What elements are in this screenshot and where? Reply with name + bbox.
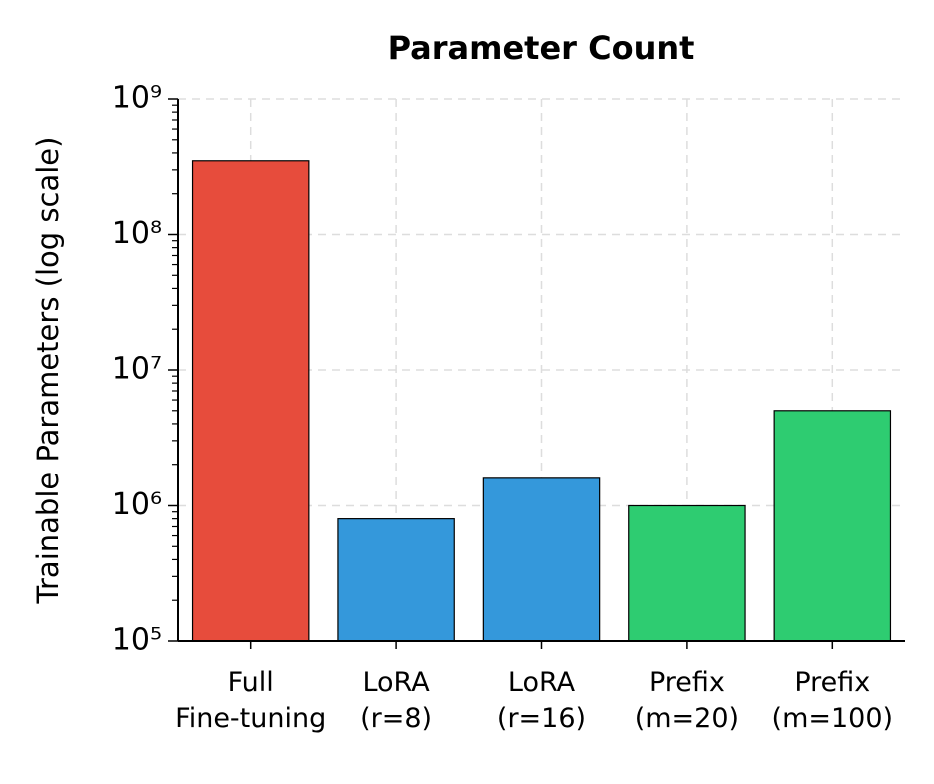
bar: [482, 477, 601, 642]
bar: [337, 518, 455, 642]
y-tick-label: 10⁷: [112, 352, 162, 387]
chart-title: Parameter Count: [388, 29, 695, 67]
y-axis-label: Trainable Parameters (log scale): [31, 137, 65, 605]
y-tick-label: 10⁵: [112, 623, 162, 658]
y-tick-label: 10⁸: [112, 216, 162, 251]
bar: [773, 410, 892, 642]
x-tick-label: LoRA (r=16): [497, 667, 586, 734]
x-tick-label: LoRA (r=8): [360, 667, 432, 734]
bar: [628, 504, 746, 642]
x-tick-label: Prefix (m=20): [635, 667, 739, 734]
x-tick-label: Full Fine-tuning: [175, 667, 326, 734]
bar: [191, 160, 310, 642]
y-tick-label: 10⁹: [112, 81, 162, 116]
y-tick-label: 10⁶: [112, 487, 162, 522]
x-tick-label: Prefix (m=100): [772, 667, 894, 734]
